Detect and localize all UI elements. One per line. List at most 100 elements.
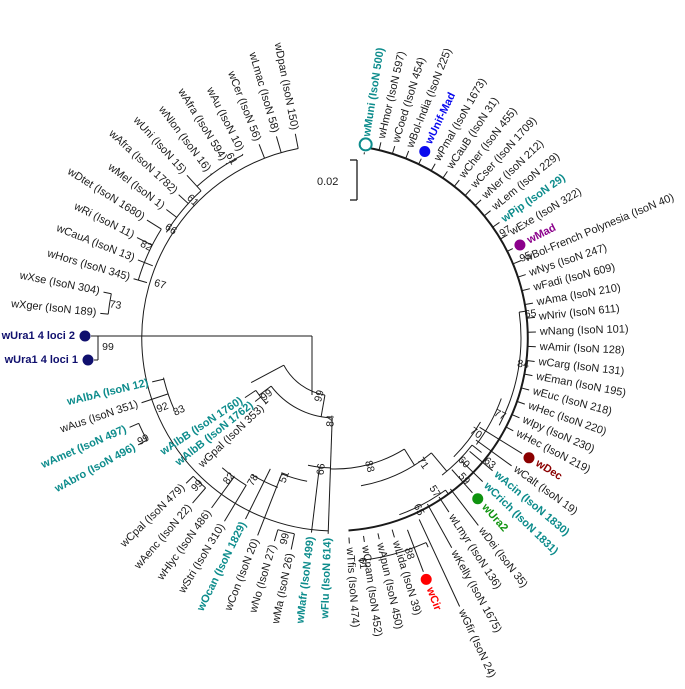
tree-branch	[250, 364, 285, 384]
taxon-branch	[141, 393, 169, 404]
scale-bar	[350, 159, 358, 201]
tree-arc	[453, 421, 481, 458]
tree-arc	[358, 542, 427, 562]
taxon-branch	[245, 468, 271, 520]
bootstrap-value: 66	[163, 221, 179, 238]
taxon-label: wNang (IsoN 101)	[539, 323, 629, 338]
taxon-marker	[514, 239, 526, 251]
taxon-marker-open	[358, 137, 373, 152]
taxon-branch	[310, 466, 320, 533]
taxon-branch	[524, 373, 533, 377]
tree-branch	[258, 385, 272, 396]
taxon-marker	[82, 354, 94, 366]
taxon-branch	[166, 209, 178, 218]
bootstrap-value: 92	[155, 400, 170, 416]
scale-bar-label: 0.02	[317, 176, 339, 188]
bootstrap-value: 99	[135, 432, 151, 448]
tree-arc	[498, 312, 522, 426]
bootstrap-value: 97	[497, 223, 513, 239]
bootstrap-value: 82	[138, 238, 154, 254]
taxon-branch	[438, 496, 450, 513]
taxon-branch	[426, 503, 453, 548]
tree-branch	[519, 310, 527, 313]
bootstrap-value: 61	[184, 192, 201, 209]
taxon-branch	[511, 414, 520, 419]
bootstrap-value: 95	[518, 249, 534, 265]
bootstrap-value: 84	[324, 415, 337, 427]
taxon-branch	[137, 259, 153, 267]
taxon-branch	[146, 219, 162, 230]
taxon-label: wMafr (IsoN 499)	[294, 536, 317, 626]
taxon-branch	[377, 533, 380, 540]
tree-arc	[283, 364, 325, 396]
taxon-branch	[224, 485, 247, 522]
taxon-label: wCir	[423, 585, 443, 613]
tree-arc	[137, 228, 162, 281]
taxon-branch	[517, 274, 526, 278]
taxon-branch	[418, 158, 422, 165]
taxon-branch	[273, 529, 279, 542]
taxon-branch	[244, 390, 257, 399]
bootstrap-value: 61	[356, 557, 369, 570]
bootstrap-value: 88	[402, 546, 417, 561]
taxon-branch	[521, 288, 530, 292]
tree-arc	[399, 489, 446, 516]
taxon-branch	[192, 487, 207, 504]
tree-arc	[165, 190, 202, 233]
taxon-marker	[79, 330, 91, 342]
taxon-marker	[419, 145, 431, 157]
taxon-branch	[526, 316, 535, 319]
taxon-label: wUra1 4 loci 1	[4, 354, 78, 366]
taxon-branch	[100, 312, 109, 315]
bootstrap-value: 84	[517, 358, 530, 372]
bootstrap-value: 83	[171, 403, 187, 419]
tree-branch	[425, 542, 429, 548]
taxon-label: wAmir (IsoN 128)	[539, 341, 625, 357]
taxon-branch	[210, 173, 212, 175]
tree-arc	[476, 398, 502, 445]
taxon-label: wXse (IsoN 304)	[18, 270, 101, 298]
taxon-branch	[479, 426, 523, 455]
tree-branch	[471, 444, 482, 453]
tree-arc	[441, 444, 473, 476]
tree-arc	[270, 385, 331, 419]
taxon-marker	[523, 452, 535, 464]
bootstrap-value: 67	[153, 277, 168, 292]
bootstrap-value: 78	[245, 472, 261, 488]
taxon-branch	[521, 387, 530, 391]
bootstrap-value: 70	[468, 425, 485, 442]
taxon-label: wTfis (IsoN 474)	[344, 546, 362, 628]
taxon-branch	[290, 533, 295, 550]
taxon-branch	[526, 360, 535, 362]
taxon-branch	[178, 194, 189, 204]
taxon-branch	[363, 535, 365, 542]
taxon-branch	[391, 145, 396, 154]
taxon-branch	[517, 400, 525, 405]
bootstrap-value: 71	[414, 455, 431, 472]
taxon-branch	[327, 467, 331, 534]
taxon-branch	[442, 171, 448, 179]
taxon-label: wFlu (IsoN 614)	[319, 537, 334, 619]
bootstrap-value: 88	[362, 459, 377, 474]
tree-arc	[330, 448, 405, 470]
taxon-branch	[378, 142, 382, 151]
tree-arc	[196, 154, 244, 187]
tree-branch	[403, 448, 415, 466]
taxon-branch	[524, 302, 534, 305]
taxon-branch	[391, 529, 395, 538]
taxon-branch	[418, 519, 461, 607]
taxon-marker	[420, 573, 432, 585]
taxon-branch	[500, 234, 508, 240]
bootstrap-value: 99	[102, 341, 114, 353]
tree-branch	[431, 452, 448, 472]
bootstrap-value: 60	[455, 454, 472, 471]
taxon-label: wUra1 4 loci 2	[1, 330, 75, 342]
tree-arc	[348, 146, 529, 532]
taxon-branch	[512, 259, 522, 265]
taxon-branch	[103, 291, 112, 295]
bootstrap-value: 63	[481, 455, 498, 472]
bootstrap-value: 59	[456, 470, 473, 487]
